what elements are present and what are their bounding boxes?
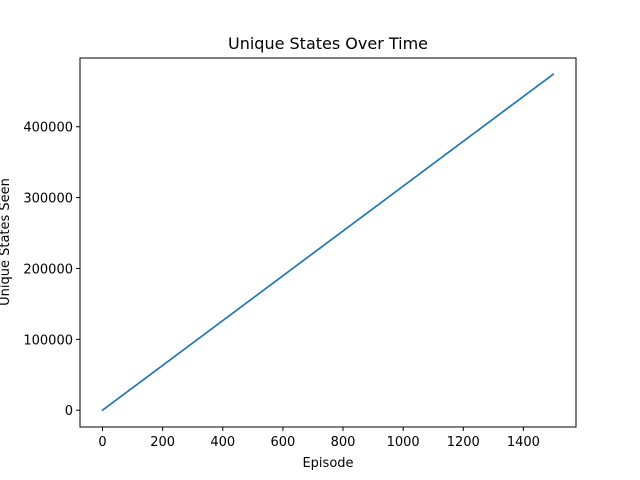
chart-title: Unique States Over Time xyxy=(228,34,428,53)
series-line xyxy=(101,73,555,412)
x-tick-label: 200 xyxy=(150,435,175,450)
y-tick-label: 400000 xyxy=(23,121,73,136)
series-layer xyxy=(101,73,555,412)
x-tick-label: 400 xyxy=(210,435,235,450)
y-axis-label: Unique States Seen xyxy=(0,178,13,306)
y-tick-label: 300000 xyxy=(23,192,73,207)
y-axis-ticks: 0 100000 200000 300000 400000 xyxy=(23,121,80,419)
x-axis-ticks: 0 200 400 600 800 1000 1200 1400 xyxy=(98,427,540,450)
x-tick-label: 600 xyxy=(270,435,295,450)
x-tick-label: 1400 xyxy=(507,435,540,450)
plot-area-frame xyxy=(79,57,577,428)
x-tick-label: 0 xyxy=(98,435,106,450)
x-axis-label: Episode xyxy=(302,456,353,471)
x-tick-label: 800 xyxy=(331,435,356,450)
y-tick-label: 200000 xyxy=(23,262,73,277)
x-tick-label: 1200 xyxy=(447,435,480,450)
y-tick-label: 100000 xyxy=(23,333,73,348)
y-tick-label: 0 xyxy=(65,404,73,419)
x-tick-label: 1000 xyxy=(387,435,420,450)
